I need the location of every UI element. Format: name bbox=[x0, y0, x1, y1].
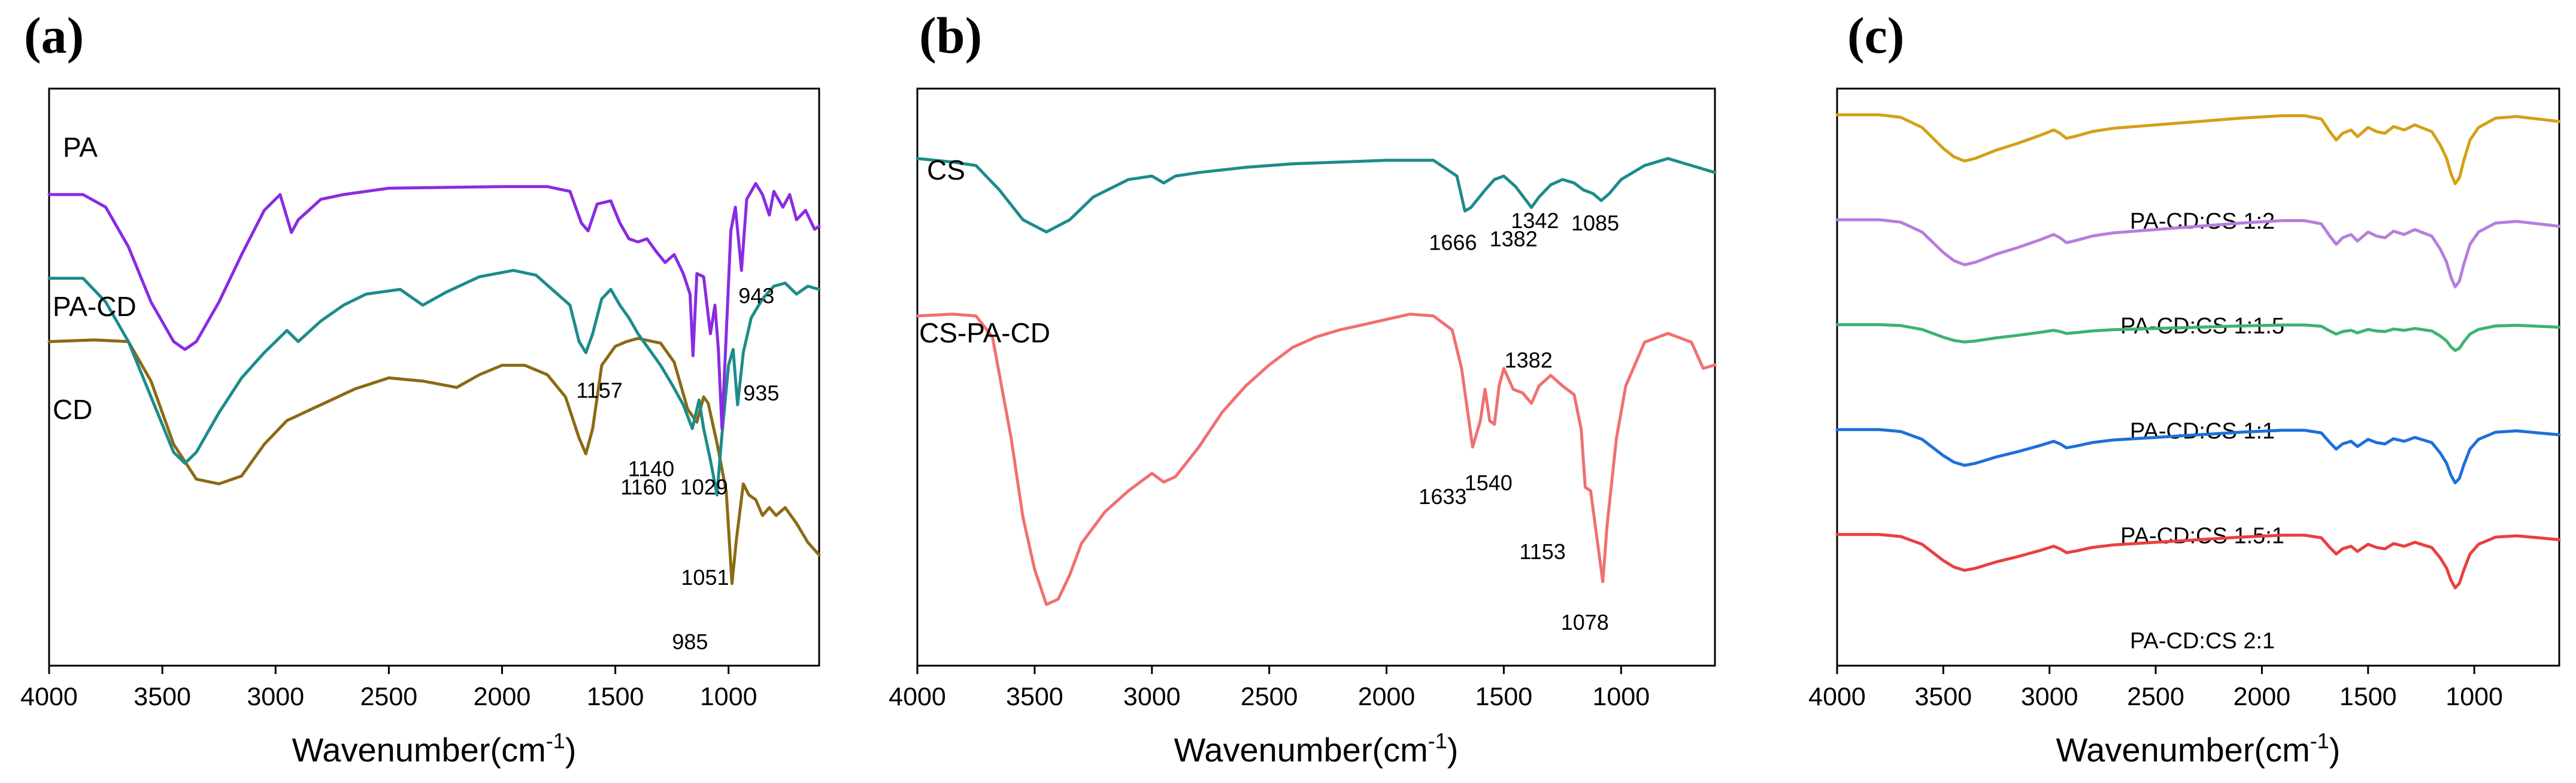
panel-2: (b) 4000 3500 3000 2500 2000 1500 1000 Wavenumbe… bbox=[889, 7, 1717, 769]
peak-annotation: 1051 bbox=[681, 565, 729, 590]
series-line bbox=[1835, 113, 2561, 186]
series-line bbox=[47, 336, 821, 585]
series-label: CS bbox=[927, 154, 965, 186]
x-tick-label: 1500 bbox=[1475, 682, 1533, 711]
peak-annotation: 1078 bbox=[1561, 610, 1609, 635]
peak-annotation: 1342 bbox=[1511, 208, 1559, 233]
series-label: PA bbox=[63, 132, 98, 163]
x-tick-label: 1500 bbox=[587, 682, 644, 711]
x-tick-label: 2000 bbox=[474, 682, 531, 711]
x-tick-label: 1000 bbox=[700, 682, 757, 711]
series-line bbox=[1835, 218, 2561, 289]
plot-frame bbox=[1836, 87, 2560, 667]
x-tick-label: 1000 bbox=[2445, 682, 2503, 711]
series-line bbox=[1835, 428, 2561, 485]
peak-annotation: 1085 bbox=[1571, 211, 1619, 235]
x-tick-label: 4000 bbox=[1808, 682, 1866, 711]
peak-annotation: 1382 bbox=[1505, 348, 1553, 372]
x-tick-label: 2000 bbox=[1358, 682, 1416, 711]
series-line bbox=[47, 269, 821, 497]
series-label: PA-CD:CS 2:1 bbox=[2130, 629, 2275, 654]
x-tick-label: 2500 bbox=[2127, 682, 2184, 711]
series-line bbox=[916, 157, 1717, 233]
x-tick-label: 4000 bbox=[889, 682, 946, 711]
peak-annotation: 1153 bbox=[1519, 539, 1565, 564]
series-line bbox=[1835, 533, 2561, 590]
x-axis-label: Wavenumber(cm-1) bbox=[292, 729, 577, 769]
x-tick-label: 3500 bbox=[134, 682, 191, 711]
series-line bbox=[1835, 323, 2561, 352]
x-axis-label: Wavenumber(cm-1) bbox=[1174, 729, 1459, 769]
series-line bbox=[47, 182, 821, 430]
x-tick-label: 2000 bbox=[2233, 682, 2291, 711]
panel-1: (a) 4000 3500 3000 2500 2000 1500 1000 Wavenumbe… bbox=[20, 7, 821, 769]
peak-annotation: 1633 bbox=[1419, 484, 1466, 509]
x-tick-label: 3000 bbox=[247, 682, 304, 711]
panel-3: (c) 4000 3500 3000 2500 2000 1500 1000 Wavenumbe… bbox=[1808, 7, 2561, 769]
x-tick-label: 3500 bbox=[1915, 682, 1972, 711]
peak-annotation: 985 bbox=[672, 630, 708, 654]
peak-annotation: 943 bbox=[738, 284, 774, 308]
series-label: CD bbox=[53, 394, 92, 425]
x-tick-label: 1000 bbox=[1592, 682, 1650, 711]
x-tick-label: 3000 bbox=[1123, 682, 1181, 711]
panel-label: (a) bbox=[24, 7, 84, 64]
panel-label: (c) bbox=[1847, 7, 1904, 64]
peak-annotation: 1157 bbox=[576, 378, 622, 402]
plot-frame bbox=[48, 87, 820, 667]
series-label: CS-PA-CD bbox=[919, 317, 1050, 348]
x-tick-label: 1500 bbox=[2339, 682, 2397, 711]
peak-annotation: 1029 bbox=[680, 475, 728, 499]
x-tick-label: 3500 bbox=[1006, 682, 1063, 711]
series-label: PA-CD bbox=[53, 291, 137, 322]
x-tick-label: 2500 bbox=[1241, 682, 1298, 711]
x-axis-label: Wavenumber(cm-1) bbox=[2056, 729, 2341, 769]
series-line bbox=[916, 312, 1717, 606]
peak-annotation: 1666 bbox=[1429, 230, 1477, 254]
x-tick-label: 2500 bbox=[360, 682, 418, 711]
panel-label: (b) bbox=[919, 7, 982, 64]
peak-annotation: 1382 bbox=[1490, 227, 1538, 251]
peak-annotation: 1540 bbox=[1465, 471, 1513, 495]
peak-annotation: 1160 bbox=[620, 475, 666, 499]
peak-annotation: 935 bbox=[743, 381, 779, 405]
plot-frame bbox=[916, 87, 1716, 667]
x-tick-label: 4000 bbox=[20, 682, 78, 711]
x-tick-label: 3000 bbox=[2021, 682, 2078, 711]
peak-annotation: 1140 bbox=[628, 456, 674, 481]
